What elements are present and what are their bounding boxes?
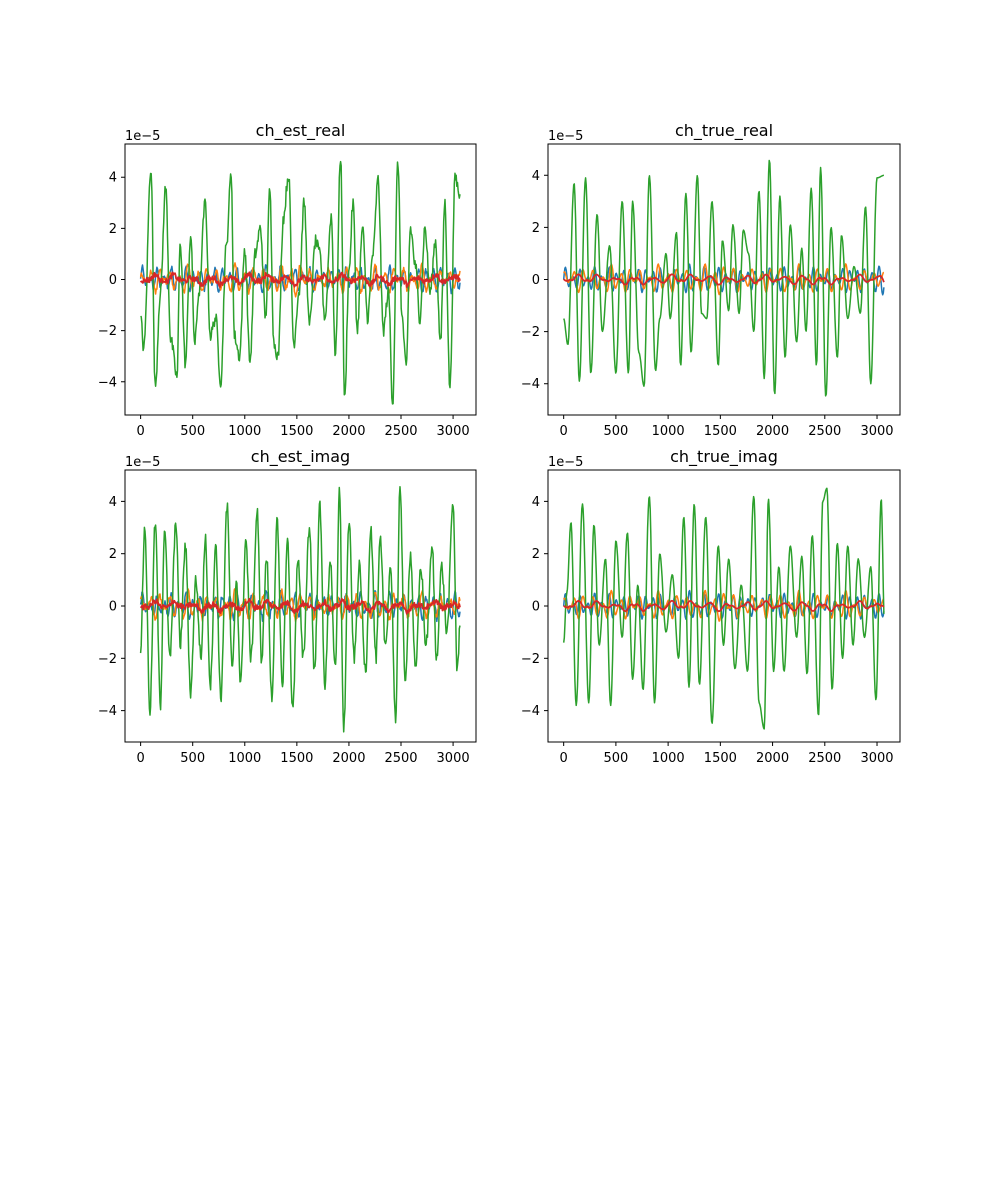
- series-line-4: [139, 271, 461, 288]
- series-line-4: [563, 273, 885, 286]
- series-line-4: [563, 599, 885, 613]
- y-offset-label: 1e−5: [548, 455, 583, 470]
- y-tick-label: −4: [98, 704, 117, 719]
- y-tick-label: −2: [98, 652, 117, 667]
- y-tick-label: 0: [109, 273, 117, 288]
- x-tick-label: 500: [603, 424, 628, 439]
- y-tick-label: 4: [532, 169, 540, 184]
- subplot-ch-est-real: 0 500 1000 1500 2000 2500 3000 −4 −2 0 2 4 ch_est_re…: [98, 121, 477, 439]
- x-tick-label: 1000: [652, 424, 685, 439]
- y-tick-label: −2: [521, 325, 540, 340]
- x-tick-label: 1500: [280, 751, 313, 766]
- series-group: [139, 160, 461, 405]
- y-offset-label: 1e−5: [125, 455, 160, 470]
- y-tick-label: 2: [532, 221, 540, 236]
- y-tick-label: 0: [109, 600, 117, 615]
- y-tick-label: 4: [532, 495, 540, 510]
- x-tick-label: 500: [180, 751, 205, 766]
- y-tick-label: 4: [109, 495, 117, 510]
- x-tick-label: 2500: [808, 751, 841, 766]
- x-tick-label: 2000: [332, 751, 365, 766]
- y-tick-label: −2: [98, 324, 117, 339]
- x-tick-label: 2500: [808, 424, 841, 439]
- x-tick-label: 0: [136, 424, 144, 439]
- y-tick-label: 2: [532, 547, 540, 562]
- series-group: [562, 159, 885, 397]
- series-line-3: [562, 487, 885, 730]
- y-tick-label: −4: [98, 375, 117, 390]
- x-tick-label: 1500: [704, 424, 737, 439]
- series-line-4: [139, 597, 461, 615]
- y-offset-label: 1e−5: [125, 129, 160, 144]
- series-line-3: [139, 485, 461, 733]
- x-tick-label: 500: [180, 424, 205, 439]
- series-group: [139, 485, 461, 733]
- subplot-ch-est-imag: 0 500 1000 1500 2000 2500 3000 −4 −2 0 2 4 ch_est_im…: [98, 447, 477, 766]
- subplot-title: ch_true_real: [675, 121, 773, 141]
- y-offset-label: 1e−5: [548, 129, 583, 144]
- x-tick-label: 1000: [228, 424, 261, 439]
- x-tick-label: 2500: [384, 424, 417, 439]
- x-tick-label: 2000: [756, 424, 789, 439]
- x-tick-label: 2500: [384, 751, 417, 766]
- subplot-ch-true-imag: 0 500 1000 1500 2000 2500 3000 −4 −2 0 2 4 ch_true_i…: [521, 447, 901, 766]
- x-tick-label: 2000: [332, 424, 365, 439]
- y-tick-label: 4: [109, 171, 117, 186]
- subplot-title: ch_est_real: [256, 121, 346, 141]
- series-group: [562, 487, 885, 730]
- x-tick-label: 1000: [652, 751, 685, 766]
- x-tick-label: 0: [136, 751, 144, 766]
- x-tick-label: 1500: [280, 424, 313, 439]
- y-tick-label: −2: [521, 652, 540, 667]
- subplot-title: ch_est_imag: [251, 447, 350, 467]
- y-tick-label: 0: [532, 273, 540, 288]
- x-tick-label: 3000: [437, 424, 470, 439]
- x-tick-label: 500: [603, 751, 628, 766]
- x-tick-label: 1500: [704, 751, 737, 766]
- subplot-title: ch_true_imag: [670, 447, 778, 467]
- x-tick-label: 2000: [756, 751, 789, 766]
- series-line-2: [563, 263, 885, 296]
- x-tick-label: 3000: [860, 751, 893, 766]
- y-tick-label: 2: [109, 222, 117, 237]
- x-tick-label: 0: [560, 751, 568, 766]
- y-tick-label: 0: [532, 600, 540, 615]
- series-line-3: [140, 160, 461, 405]
- x-tick-label: 0: [560, 424, 568, 439]
- x-tick-label: 3000: [860, 424, 893, 439]
- series-line-3: [563, 159, 885, 397]
- y-tick-label: −4: [521, 704, 540, 719]
- y-tick-label: 2: [109, 547, 117, 562]
- x-tick-label: 1000: [228, 751, 261, 766]
- y-tick-label: −4: [521, 377, 540, 392]
- subplot-ch-true-real: 0 500 1000 1500 2000 2500 3000 −4 −2 0 2 4 ch_true_r…: [521, 121, 901, 439]
- x-tick-label: 3000: [437, 751, 470, 766]
